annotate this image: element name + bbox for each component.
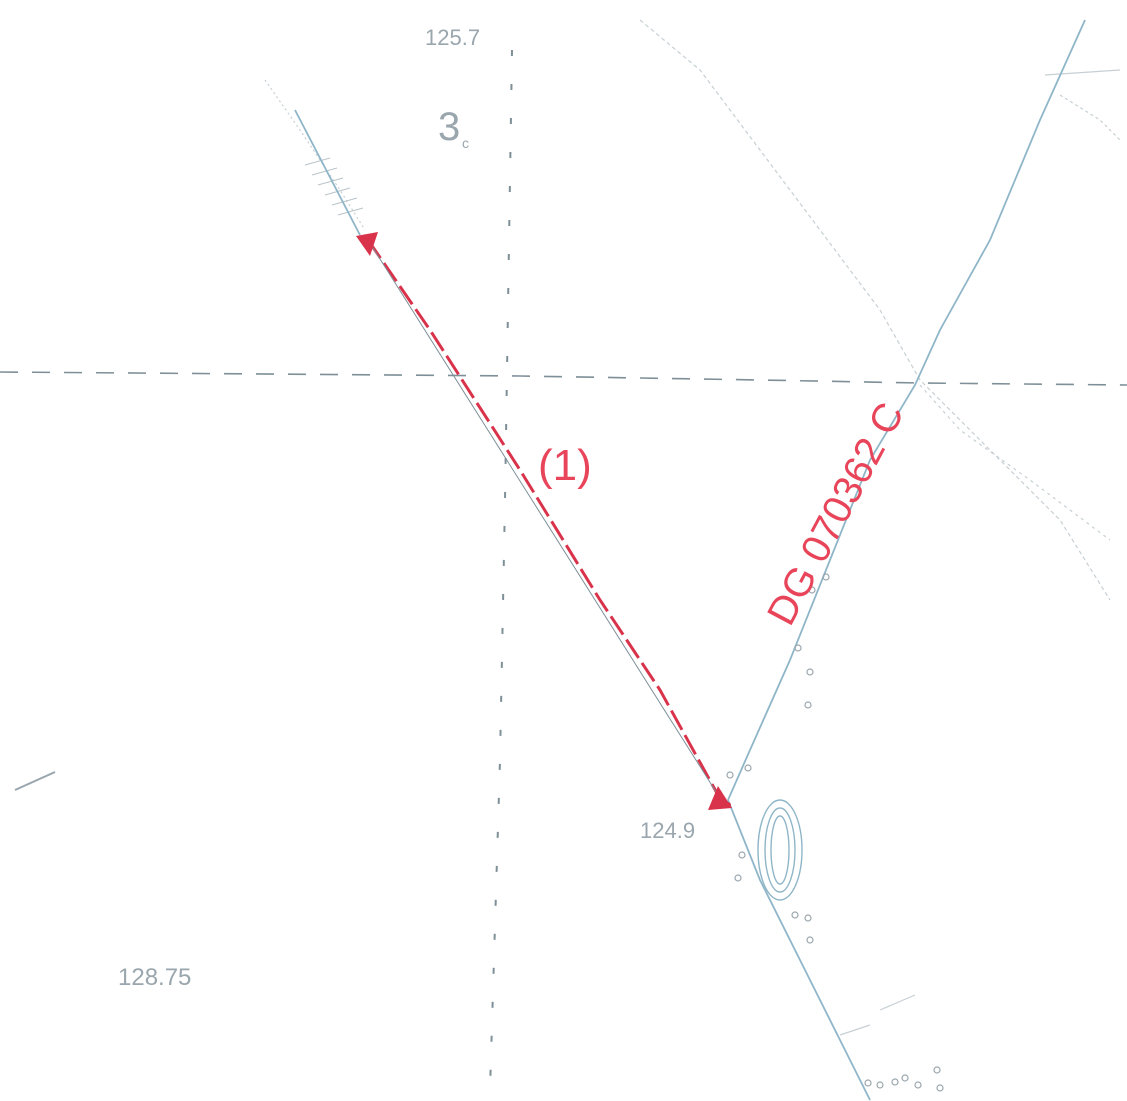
elevation-label-point: 124.9 [640,818,695,843]
boundary-line-upper-left [294,109,361,236]
left-edge-stroke [14,771,56,791]
survey-line [356,232,732,810]
parcel-boundary-top-tick [1044,69,1121,76]
horizontal-grid-line [0,371,1127,386]
cadastral-boundaries [294,19,1086,1101]
lower-right-tick [839,1024,871,1036]
boundary-line-right [727,19,1086,801]
boundary-line-lower [727,799,871,1101]
elevation-label-bottom-left: 128.75 [118,964,191,991]
parcel-boundary-upper-right [639,19,1111,601]
parcel-boundary-top-right [1059,94,1121,141]
tree-symbol [757,799,803,901]
survey-point [725,802,731,808]
elevation-label-top: 125.7 [425,25,480,50]
parcel-number: 3 [438,105,460,149]
faint-cadastral-lines [14,19,1121,1036]
parcel-subscript: c [462,135,469,151]
route-code-label: DG 070362 C [759,396,913,633]
vertical-grid-line [489,49,513,1091]
parcel-boundary-right [919,384,1111,541]
arrow-head-top [356,232,378,256]
upper-left-line [264,79,366,231]
red-dashed-line [366,239,720,796]
section-marker: (1) [538,441,592,490]
lower-right-stroke [879,994,916,1011]
boundary-markers [726,573,944,1092]
grey-center-line [367,239,719,796]
